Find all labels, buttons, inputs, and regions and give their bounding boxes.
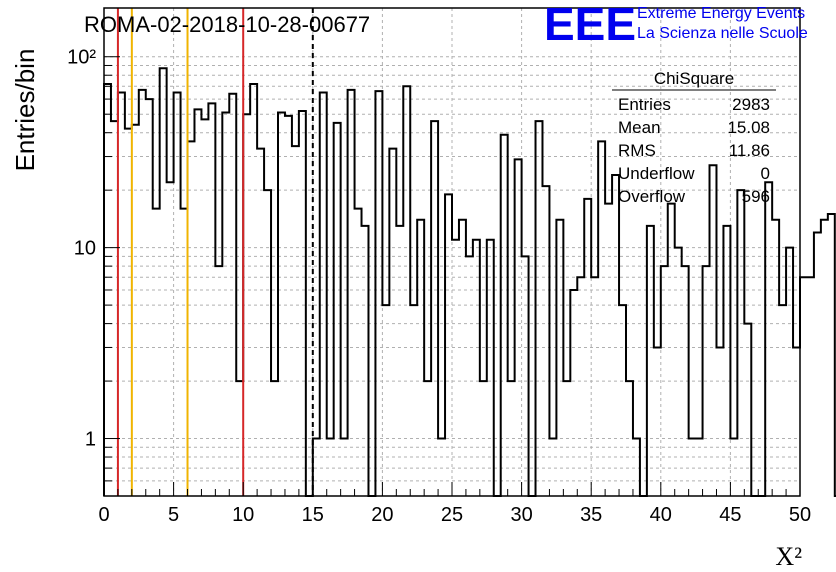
y-tick-label: 10 [74,238,96,260]
histogram-series [103,67,836,497]
x-tick-label: 20 [371,504,393,526]
stats-row-value: 11.86 [729,141,770,160]
stats-title: ChiSquare [654,69,734,88]
x-tick-label: 5 [168,504,179,526]
logo-line-2: La Scienza nelle Scuole [637,25,808,42]
chart-title: ROMA-02-2018-10-28-00677 [84,12,370,37]
x-tick-label: 0 [98,504,109,526]
x-tick-label: 30 [510,504,532,526]
y-axis-label: Entries/bin [10,49,40,172]
stats-row-label: RMS [618,141,656,160]
stats-row-value: 2983 [732,95,770,114]
stats-box: ChiSquare Entries 2983 Mean 15.08 RMS 11.86 Und… [612,69,776,206]
stats-row-label: Underflow [618,164,695,183]
x-tick-label: 35 [580,504,602,526]
histogram-outline [103,67,836,497]
stats-row-value: 0 [761,164,770,183]
stats-row-label: Mean [618,118,661,137]
x-axis-label: X² [775,542,802,571]
stats-row-label: Entries [618,95,671,114]
reference-lines [116,8,314,496]
stats-row-value: 15.08 [727,118,770,137]
x-tick-label: 25 [441,504,463,526]
stats-row-label: Overflow [618,187,686,206]
x-tick-label: 50 [789,504,811,526]
eee-logo: EEE Extreme Energy Events La Scienza nel… [544,0,808,50]
x-tick-label: 45 [719,504,741,526]
x-tick-label: 40 [650,504,672,526]
logo-mark: EEE [544,0,636,50]
logo-line-1: Extreme Energy Events [637,5,805,22]
y-axis: 1 10 10² [67,47,120,497]
stats-row-value: 596 [742,187,770,206]
y-tick-label: 10² [67,47,96,69]
grid [104,8,800,496]
x-tick-label: 10 [232,504,254,526]
x-tick-label: 15 [302,504,324,526]
y-tick-label: 1 [85,429,96,451]
x-axis: 0 5 10 15 20 25 30 35 40 45 50 [98,482,811,526]
